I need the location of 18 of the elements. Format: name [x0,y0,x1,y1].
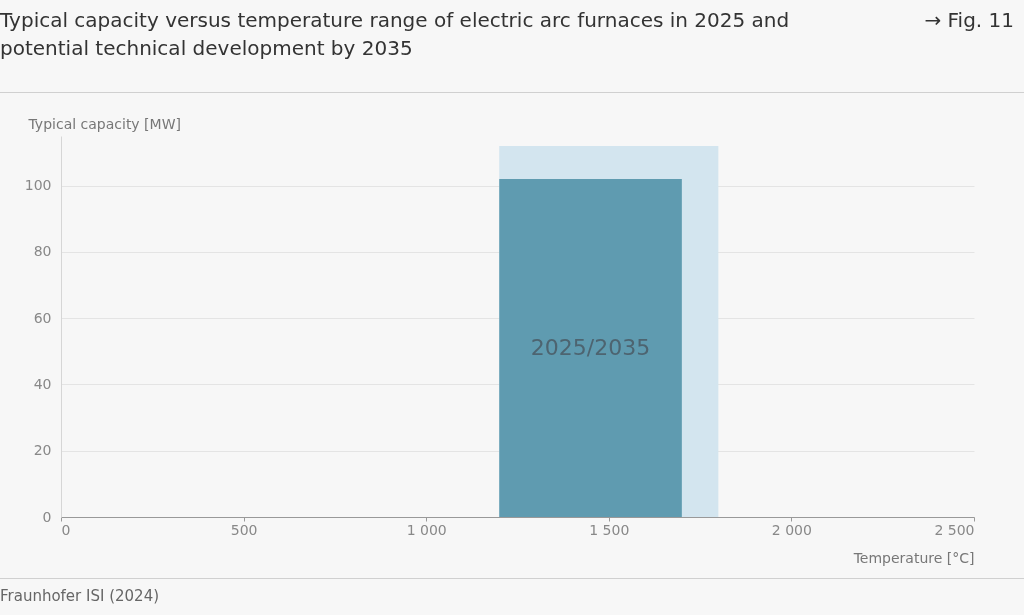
y-tick-label: 60 [33,309,52,326]
x-tick-label: 2 000 [771,521,812,538]
x-tick-label: 1 500 [589,521,630,538]
chart-title: Typical capacity versus temperature range of electric arc furnaces in 2025 and potential technical development by 2035 [0,7,791,62]
text: → Fig. 11 [924,7,1014,34]
y-tick-label: 80 [33,243,52,260]
text: Fraunhofer ISI (2024) [0,578,1024,605]
x-tick-label: 500 [230,521,258,538]
x-tick-label: 0 [61,521,71,538]
y-axis-title: Typical capacity [MW] [27,115,181,132]
x-axis-title: Temperature [°C] [852,549,975,566]
y-tick-label: 20 [33,442,52,459]
x-tick-label: 1 000 [406,521,447,538]
y-tick-label: 100 [24,177,52,194]
annotation: 2025/2035 [530,335,651,361]
y-tick-label: 0 [42,508,52,525]
x-tick-label: 2 500 [934,521,975,538]
y-tick-label: 40 [33,375,52,392]
